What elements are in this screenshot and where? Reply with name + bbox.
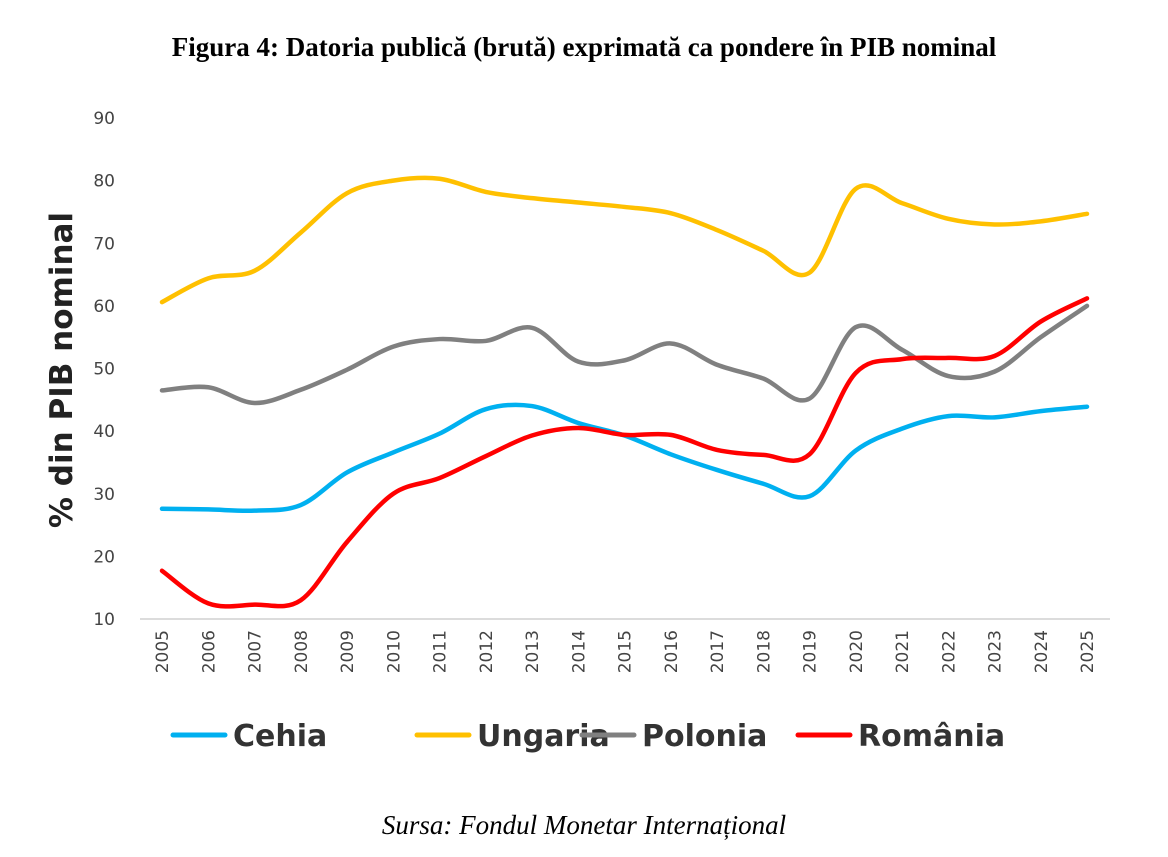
x-tick-label: 2011 xyxy=(431,630,451,673)
legend-label: Cehia xyxy=(233,719,327,754)
x-tick-label: 2005 xyxy=(153,630,173,673)
x-tick-label: 2021 xyxy=(893,630,913,673)
y-tick-label: 90 xyxy=(93,109,115,129)
y-tick-label: 80 xyxy=(93,172,115,192)
x-tick-label: 2008 xyxy=(292,630,312,673)
x-tick-label: 2025 xyxy=(1078,630,1098,673)
x-tick-label: 2016 xyxy=(662,630,682,673)
x-tick-label: 2018 xyxy=(754,630,774,673)
x-tick-label: 2006 xyxy=(199,630,219,673)
legend: Cehia Ungaria Polonia România xyxy=(170,719,1005,754)
x-tick-label: 2014 xyxy=(569,630,589,673)
x-tick-label: 2012 xyxy=(477,630,497,673)
x-tick-label: 2022 xyxy=(939,630,959,673)
legend-label: Polonia xyxy=(642,719,767,754)
x-tick-label: 2019 xyxy=(801,630,821,673)
y-tick-label: 30 xyxy=(93,485,115,505)
series-line-2 xyxy=(159,303,1090,406)
legend-label: România xyxy=(858,719,1005,754)
x-tick-label: 2007 xyxy=(246,630,266,673)
source-note: Sursa: Fondul Monetar Internațional xyxy=(381,810,787,840)
series-line-1 xyxy=(159,175,1090,305)
x-tick-label: 2020 xyxy=(847,630,867,673)
x-tick-label: 2015 xyxy=(616,630,636,673)
x-tick-label: 2013 xyxy=(523,630,543,673)
x-tick-label: 2024 xyxy=(1032,630,1052,673)
x-tick-label: 2009 xyxy=(338,630,358,673)
y-axis-label: % din PIB nominal xyxy=(44,212,80,528)
x-tick-label: 2017 xyxy=(708,630,728,673)
series-line-0 xyxy=(159,402,1090,514)
y-tick-label: 10 xyxy=(93,610,115,630)
y-tick-label: 70 xyxy=(93,234,115,254)
x-axis-ticks: 2005 2006 2007 2008 2009 2010 2011 2012 2013 2014… xyxy=(153,630,1098,673)
x-tick-label: 2010 xyxy=(384,630,404,673)
series-line-3 xyxy=(159,296,1090,609)
y-tick-label: 60 xyxy=(93,297,115,317)
series-lines xyxy=(159,175,1090,609)
chart-title: Figura 4: Datoria publică (brută) exprim… xyxy=(171,32,997,62)
y-tick-label: 40 xyxy=(93,422,115,442)
x-tick-label: 2023 xyxy=(986,630,1006,673)
y-tick-label: 50 xyxy=(93,360,115,380)
y-axis-ticks: 10 20 30 40 50 60 70 80 90 xyxy=(93,109,115,630)
y-tick-label: 20 xyxy=(93,547,115,567)
